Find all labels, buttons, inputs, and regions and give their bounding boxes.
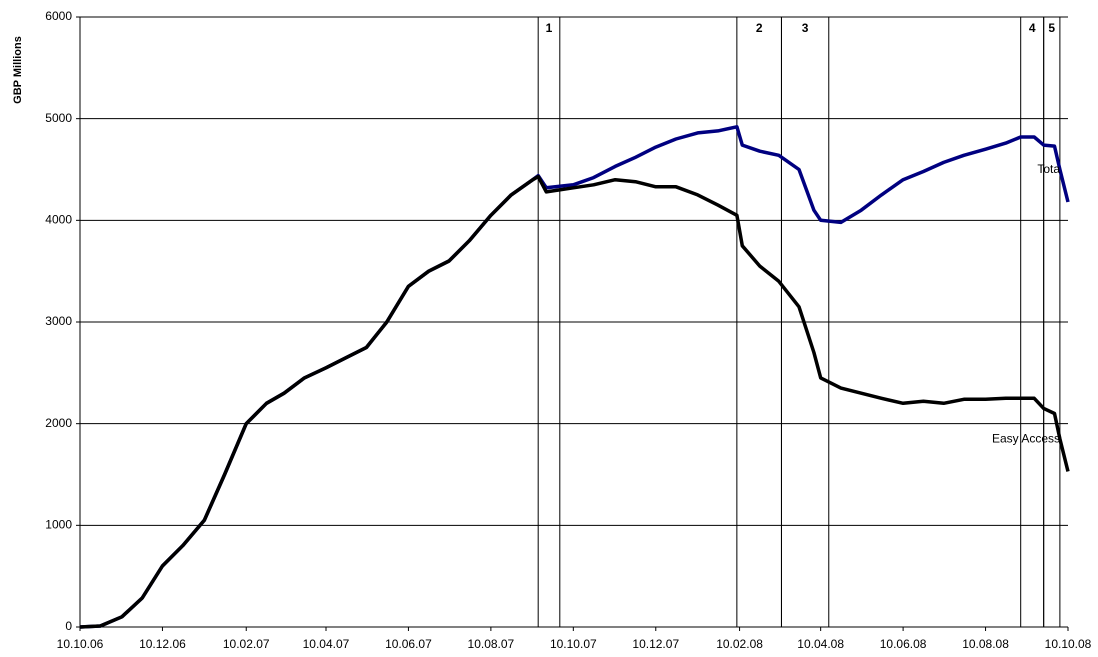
- y-tick-label: 3000: [45, 314, 72, 328]
- x-tick-label: 10.12.06: [139, 637, 186, 651]
- x-tick-label: 10.06.07: [385, 637, 432, 651]
- x-tick-label: 10.04.08: [797, 637, 844, 651]
- x-tick-label: 10.12.07: [632, 637, 679, 651]
- series-line: [79, 174, 1070, 629]
- period-label: 5: [1048, 21, 1055, 35]
- y-tick-label: 6000: [45, 9, 72, 23]
- y-tick-label: 2000: [45, 416, 72, 430]
- y-tick-label: 5000: [45, 111, 72, 125]
- x-tick-label: 10.02.07: [223, 637, 270, 651]
- series-label: Tota: [1037, 162, 1060, 176]
- y-tick-label: 4000: [45, 213, 72, 227]
- period-label: 3: [802, 21, 809, 35]
- x-tick-label: 10.04.07: [303, 637, 350, 651]
- y-axis-label: GBP Millions: [12, 36, 24, 104]
- x-tick-label: 10.10.07: [550, 637, 597, 651]
- x-tick-label: 10.08.08: [962, 637, 1009, 651]
- period-label: 2: [756, 21, 763, 35]
- x-tick-label: 10.02.08: [716, 637, 763, 651]
- series-line: [79, 125, 1070, 629]
- x-tick-label: 10.10.06: [57, 637, 104, 651]
- y-tick-label: 0: [65, 619, 72, 633]
- y-tick-label: 1000: [45, 518, 72, 532]
- x-tick-label: 10.10.08: [1045, 637, 1092, 651]
- period-label: 1: [546, 21, 553, 35]
- x-tick-label: 10.08.07: [468, 637, 515, 651]
- period-label: 4: [1029, 21, 1036, 35]
- series-label: Easy Access: [992, 432, 1060, 446]
- x-tick-label: 10.06.08: [880, 637, 927, 651]
